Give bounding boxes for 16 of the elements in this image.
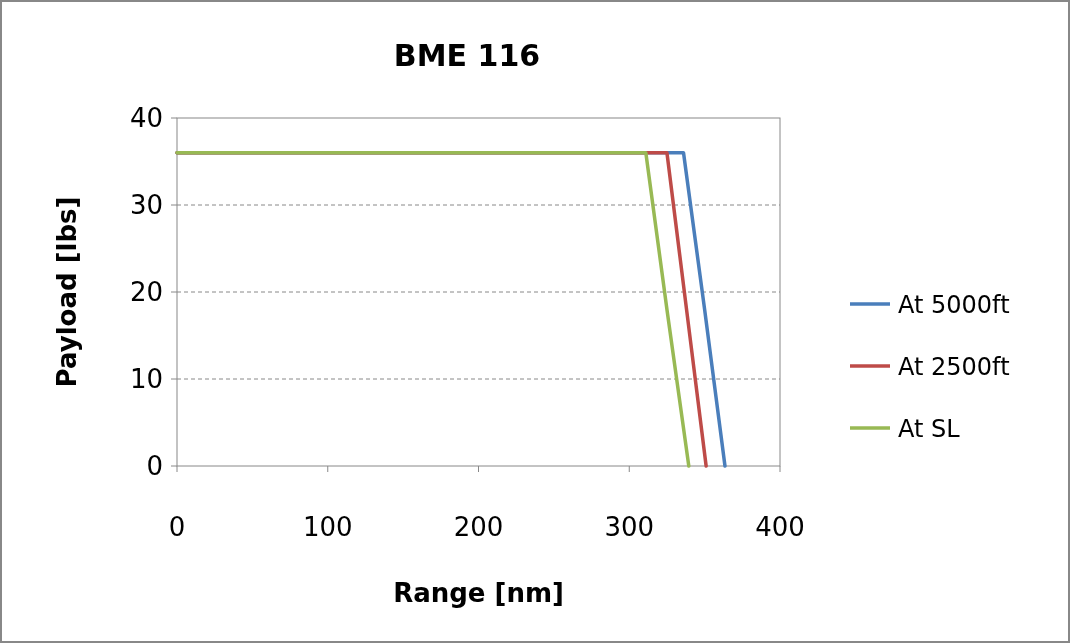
x-tick-label: 0 [168,512,186,542]
legend-label: At 2500ft [898,353,1010,381]
y-tick-label: 40 [129,103,163,133]
y-tick-label: 0 [146,451,163,481]
legend-label: At SL [898,415,961,443]
x-tick-label: 100 [302,512,353,542]
y-tick-label: 20 [129,277,163,307]
x-tick-label: 200 [453,512,504,542]
x-axis-title: Range [nm] [393,578,564,608]
x-tick-label: 300 [604,512,655,542]
x-tick-label: 400 [755,512,805,542]
y-tick-label: 30 [129,190,163,220]
chart-title: BME 116 [393,38,541,73]
y-axis-title: Payload [lbs] [52,196,82,388]
y-tick-label: 10 [129,364,163,394]
legend-label: At 5000ft [898,291,1010,319]
